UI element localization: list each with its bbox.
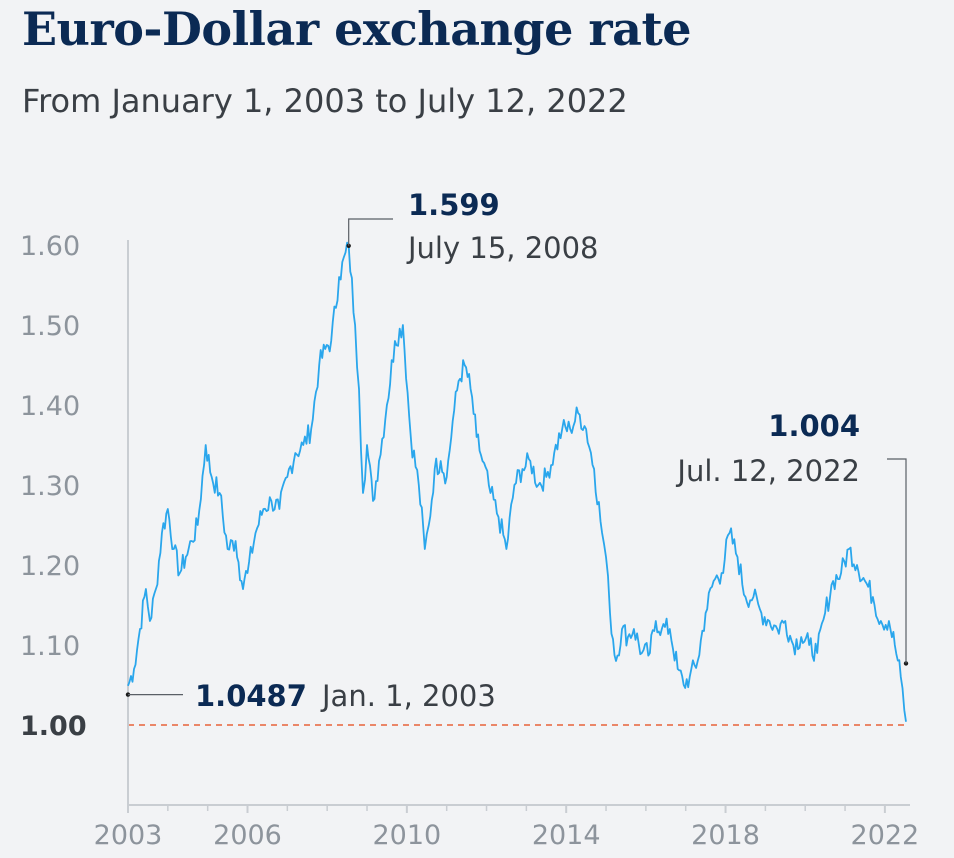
x-tick-label: 2022	[851, 820, 920, 851]
annotation-peak-value: 1.599	[408, 188, 500, 222]
annotation-latest-value: 1.004	[768, 409, 860, 443]
x-tick-label: 2006	[213, 820, 282, 851]
y-tick-label: 1.10	[20, 631, 80, 662]
x-tick-label: 2018	[691, 820, 760, 851]
x-tick-label: 2010	[372, 820, 441, 851]
y-tick-label: 1.00	[20, 711, 87, 742]
y-tick-label: 1.60	[20, 231, 80, 262]
annotation-latest-date: Jul. 12, 2022	[675, 454, 860, 488]
y-tick-label: 1.30	[20, 471, 80, 502]
annotation-latest-leader	[887, 458, 907, 664]
annotation-start-date: Jan. 1, 2003	[320, 679, 496, 713]
chart-subtitle: From January 1, 2003 to July 12, 2022	[22, 82, 628, 120]
x-tick-label: 2014	[532, 820, 601, 851]
annotation-peak-leader	[348, 218, 393, 246]
x-tick-label: 2003	[94, 820, 163, 851]
y-tick-label: 1.40	[20, 391, 80, 422]
annotation-peak-date: July 15, 2008	[406, 231, 599, 265]
y-tick-label: 1.50	[20, 311, 80, 342]
series-line-eur-usd	[127, 241, 907, 722]
annotation-start-value: 1.0487	[195, 679, 307, 713]
chart-title: Euro-Dollar exchange rate	[22, 2, 692, 56]
y-tick-label: 1.20	[20, 551, 80, 582]
